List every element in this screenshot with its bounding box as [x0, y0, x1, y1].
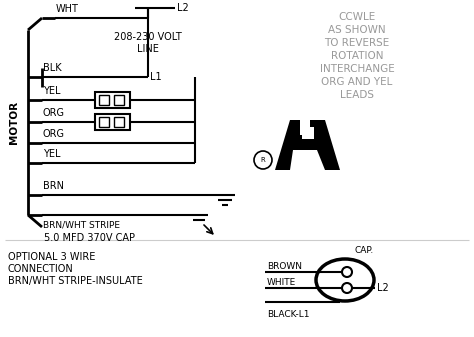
Text: ORG: ORG — [43, 129, 65, 139]
Text: 5.0 MFD 370V CAP: 5.0 MFD 370V CAP — [45, 233, 136, 243]
Text: OPTIONAL 3 WIRE: OPTIONAL 3 WIRE — [8, 252, 95, 262]
Text: WHT: WHT — [56, 4, 79, 14]
Text: BLACK-L1: BLACK-L1 — [267, 310, 310, 319]
Bar — [95, 92, 130, 108]
Text: YEL: YEL — [43, 149, 61, 159]
Bar — [114, 95, 124, 105]
Text: LEADS: LEADS — [340, 90, 374, 100]
Text: BRN: BRN — [43, 181, 64, 191]
Bar — [99, 117, 109, 127]
Text: 208-230 VOLT: 208-230 VOLT — [114, 32, 182, 42]
Text: BRN/WHT STRIPE: BRN/WHT STRIPE — [43, 220, 120, 229]
Text: ORG: ORG — [43, 108, 65, 118]
Text: MOTOR: MOTOR — [9, 100, 19, 144]
Text: CONNECTION: CONNECTION — [8, 264, 74, 274]
Bar — [99, 95, 109, 105]
Text: TO REVERSE: TO REVERSE — [324, 38, 390, 48]
Text: BROWN: BROWN — [267, 262, 302, 271]
Text: YEL: YEL — [43, 86, 61, 96]
Text: LINE: LINE — [137, 44, 159, 54]
Text: CCWLE: CCWLE — [338, 12, 375, 22]
Circle shape — [342, 283, 352, 293]
Bar — [95, 114, 130, 130]
Bar — [114, 117, 124, 127]
Text: BLK: BLK — [43, 63, 62, 73]
Text: L1: L1 — [150, 72, 162, 82]
Text: INTERCHANGE: INTERCHANGE — [319, 64, 394, 74]
Circle shape — [342, 267, 352, 277]
Circle shape — [254, 151, 272, 169]
Text: R: R — [261, 157, 265, 163]
Text: WHITE: WHITE — [267, 278, 296, 287]
Text: CAP.: CAP. — [355, 246, 374, 255]
Text: ROTATION: ROTATION — [331, 51, 383, 61]
Text: AS SHOWN: AS SHOWN — [328, 25, 386, 35]
Polygon shape — [275, 120, 340, 170]
Text: BRN/WHT STRIPE-INSULATE: BRN/WHT STRIPE-INSULATE — [8, 276, 143, 286]
Bar — [302, 127, 314, 139]
Ellipse shape — [316, 259, 374, 301]
Text: L2: L2 — [377, 283, 389, 293]
Text: L2: L2 — [177, 3, 189, 13]
Text: ORG AND YEL: ORG AND YEL — [321, 77, 392, 87]
